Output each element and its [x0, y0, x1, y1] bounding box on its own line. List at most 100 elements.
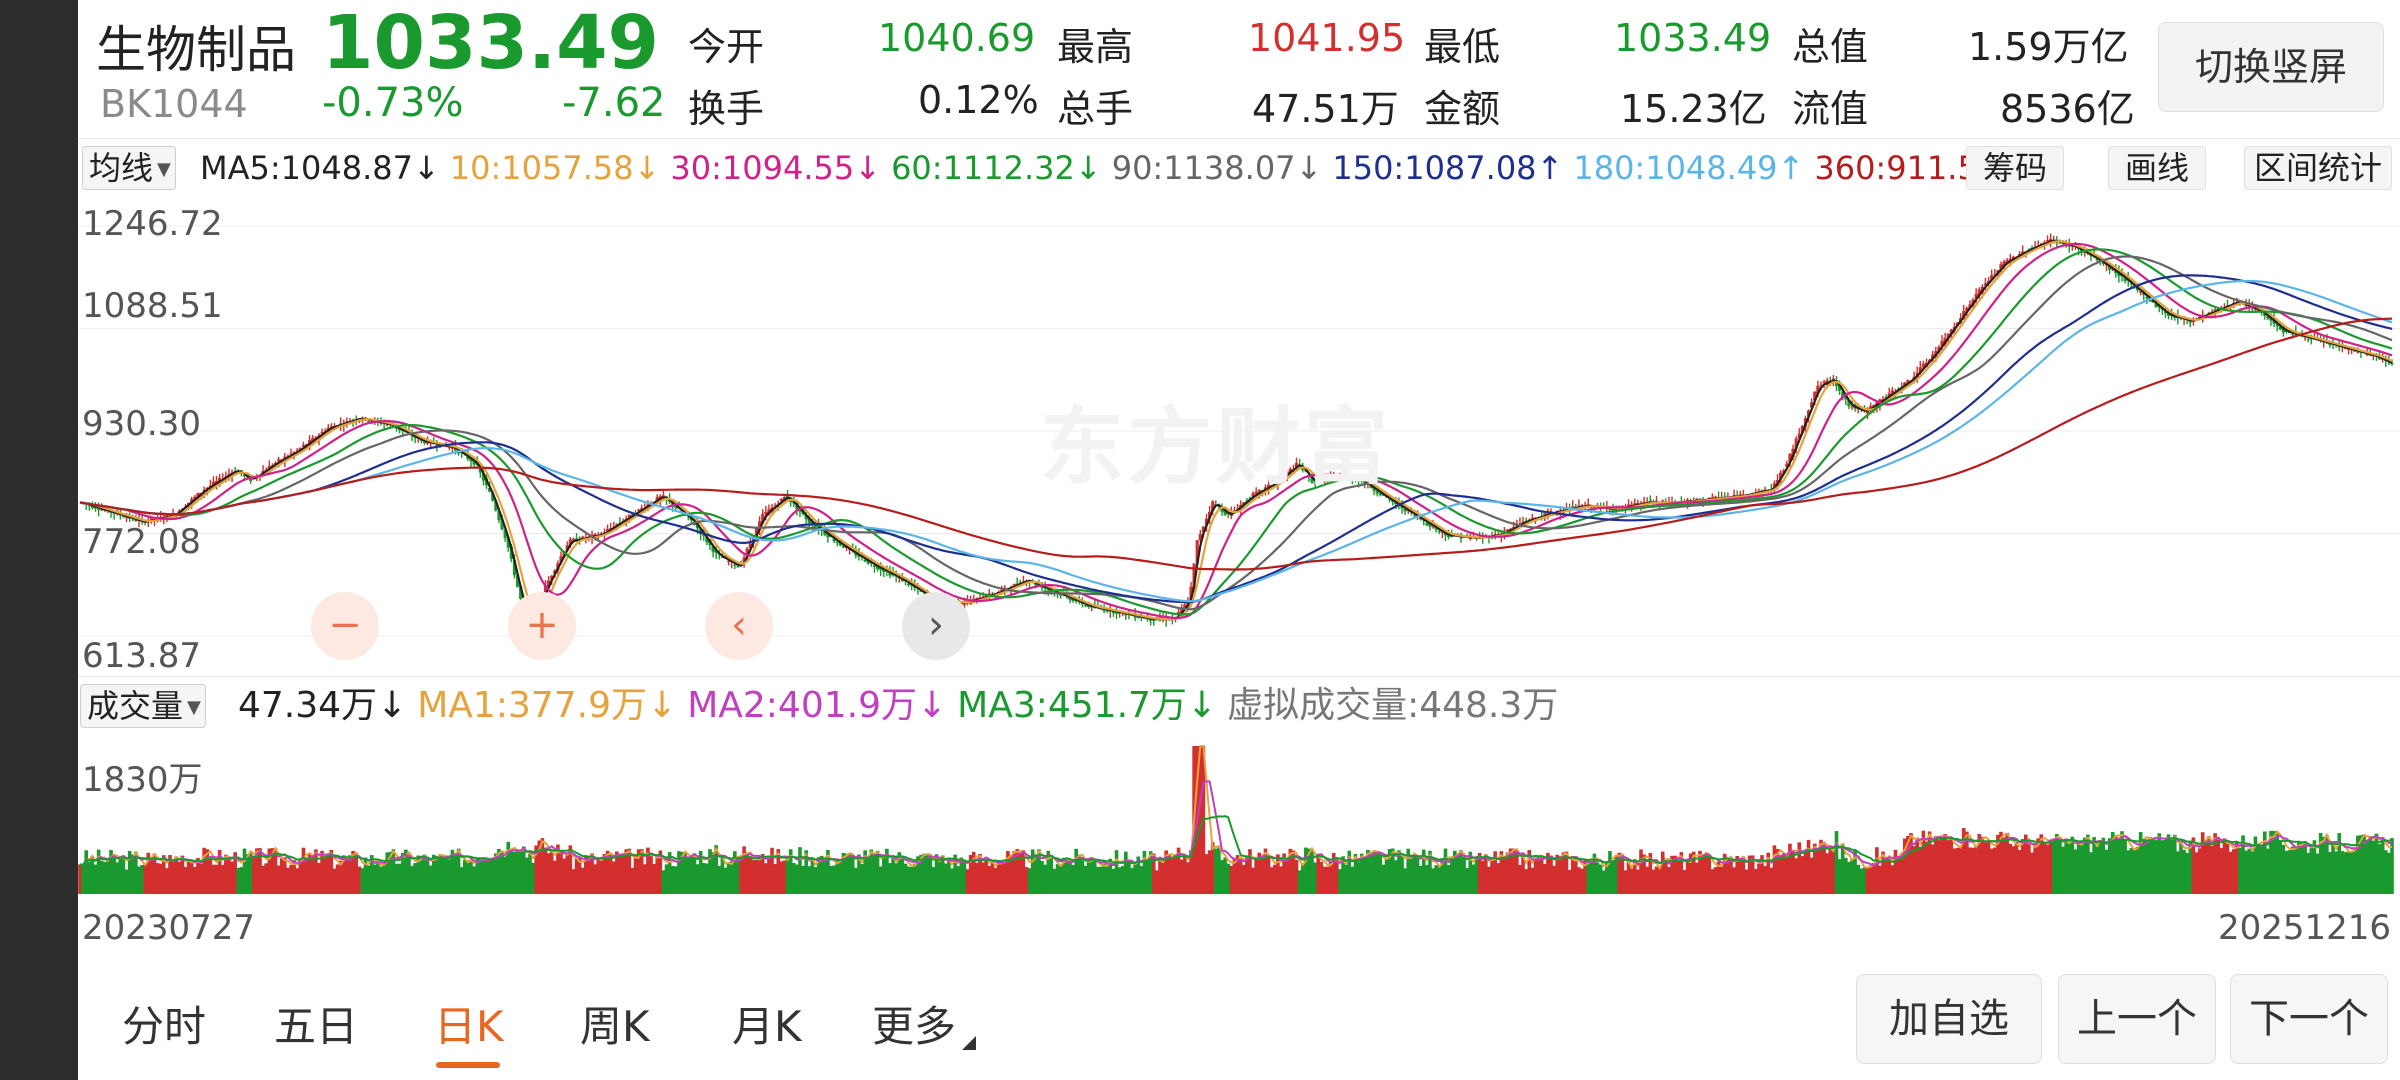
candle-body — [1779, 472, 1783, 479]
candle-body — [1977, 289, 1981, 296]
candle-body — [512, 560, 517, 576]
volume-bar — [1480, 860, 1485, 894]
kline-chart[interactable] — [78, 196, 2400, 672]
volume-bar — [447, 859, 452, 894]
volume-bar — [140, 864, 144, 894]
volume-bar — [1350, 866, 1355, 894]
volume-bar — [264, 863, 269, 894]
open-value: 1040.69 — [878, 16, 1036, 60]
active-tab-indicator — [436, 1062, 500, 1068]
volume-bar — [1549, 855, 1553, 894]
add-watchlist-button[interactable]: 加自选 — [1856, 974, 2042, 1064]
volume-bar — [2157, 833, 2162, 894]
volume-bar — [643, 864, 647, 894]
draw-line-button[interactable]: 画线 — [2108, 146, 2206, 190]
volume-bar — [1266, 857, 1271, 894]
volume-bar — [2033, 844, 2037, 894]
volume-bar — [1077, 854, 1082, 894]
candle-body — [779, 498, 783, 501]
tab-weekly-k[interactable]: 周K — [580, 1002, 650, 1051]
current-price: 1033.49 — [322, 0, 660, 86]
volume-bar — [1710, 869, 1715, 894]
next-button[interactable]: 下一个 — [2230, 974, 2388, 1064]
volume-bar — [1918, 846, 1923, 894]
volume-bar — [816, 857, 821, 894]
tab-monthly-k[interactable]: 月K — [732, 1002, 802, 1051]
volume-bar — [1272, 864, 1277, 894]
volume-bar — [599, 858, 604, 894]
chips-button[interactable]: 筹码 — [1966, 146, 2064, 190]
volume-bar — [1719, 866, 1724, 894]
volume-bar — [627, 848, 632, 894]
volume-bar — [1542, 863, 1547, 894]
more-corner-icon — [962, 1036, 976, 1050]
scroll-left-button[interactable]: ‹ — [705, 592, 773, 660]
volume-bar — [844, 853, 849, 894]
volume-bar — [1083, 865, 1088, 894]
volume-bar — [1124, 851, 1128, 894]
candle-body — [1369, 486, 1373, 489]
volume-bar — [2197, 848, 2202, 894]
candle-body — [1841, 391, 1845, 397]
volume-bar — [1868, 865, 1873, 894]
volume-bar — [698, 850, 703, 894]
volume-bar — [1729, 859, 1733, 894]
candle-body — [1850, 406, 1854, 408]
volume-bar — [2387, 852, 2391, 894]
volume-bar — [1778, 856, 1783, 894]
volume-bar — [1254, 856, 1258, 894]
volume-bar — [2203, 841, 2208, 894]
volume-bar — [2262, 831, 2267, 894]
candle-body — [671, 502, 675, 507]
tab-intraday[interactable]: 分时 — [122, 1002, 207, 1051]
turnover-label: 换手 — [688, 87, 765, 131]
candle-body — [1254, 491, 1258, 494]
volume-bar — [270, 848, 275, 894]
volume-bar — [1505, 852, 1510, 894]
volume-bar — [1189, 850, 1193, 894]
volume-bar — [795, 864, 799, 894]
candle-body — [1816, 385, 1820, 394]
tab-more[interactable]: 更多 — [872, 1002, 957, 1051]
volume-bar — [1530, 867, 1535, 894]
volume-bar — [633, 856, 638, 894]
tab-five-day[interactable]: 五日 — [274, 1002, 359, 1051]
volume-selector[interactable]: 成交量 ▼ — [80, 684, 206, 728]
volume-bar — [1155, 870, 1159, 894]
volume-bar — [2176, 851, 2180, 894]
candle-body — [1071, 598, 1075, 602]
ma-selector[interactable]: 均线 ▼ — [82, 146, 176, 190]
zoom-out-button[interactable]: − — [311, 592, 379, 660]
volume-bar — [909, 866, 914, 894]
volume-bar — [2365, 839, 2369, 894]
range-stats-button[interactable]: 区间统计 — [2244, 146, 2392, 190]
volume-bar — [590, 853, 594, 894]
volume-bar — [1021, 850, 1026, 894]
volume-bar — [639, 849, 644, 894]
scroll-right-button[interactable]: › — [902, 592, 970, 660]
volume-bar — [1822, 842, 1826, 894]
volume-bar — [115, 862, 120, 894]
candle-body — [1931, 354, 1935, 359]
candle-body — [1918, 367, 1922, 373]
volume-bar — [2278, 841, 2283, 894]
previous-button[interactable]: 上一个 — [2058, 974, 2216, 1064]
volume-bar — [903, 863, 908, 894]
volume-bar — [2185, 852, 2189, 894]
candle-body — [1512, 526, 1516, 529]
volume-bar — [1319, 861, 1324, 894]
candle-body — [367, 421, 371, 423]
volume-bar — [354, 852, 358, 894]
candle-body — [1245, 500, 1249, 502]
volume-bar — [1831, 850, 1836, 894]
volume-bar — [878, 866, 883, 894]
volume-bar — [708, 849, 712, 894]
volume-chart[interactable] — [78, 736, 2400, 896]
volume-bar — [897, 852, 902, 894]
tab-daily-k[interactable]: 日K — [434, 1002, 504, 1051]
switch-portrait-button[interactable]: 切换竖屏 — [2158, 22, 2384, 112]
volume-bar — [1331, 852, 1336, 894]
candle-body — [1313, 482, 1317, 484]
price-axis-label-1: 1088.51 — [82, 286, 223, 326]
zoom-in-button[interactable]: + — [508, 592, 576, 660]
